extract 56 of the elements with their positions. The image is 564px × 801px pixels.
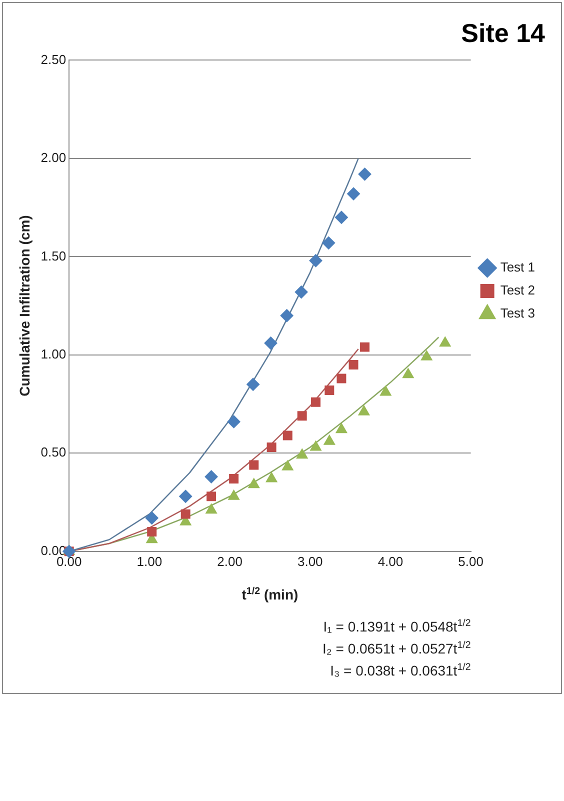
point	[229, 474, 239, 484]
point	[297, 411, 307, 421]
chart-title: Site 14	[461, 18, 546, 48]
point	[206, 492, 216, 502]
point	[147, 527, 157, 536]
point	[266, 442, 276, 452]
point	[206, 504, 218, 514]
point	[336, 423, 348, 434]
point	[227, 415, 240, 428]
y-tick-label: 2.00	[40, 150, 66, 166]
x-tick-label: 4.00	[378, 554, 404, 569]
point	[324, 386, 334, 396]
point	[204, 470, 218, 484]
x-tick-label: 2.00	[217, 554, 242, 569]
point	[420, 350, 432, 360]
point	[439, 336, 451, 347]
point	[336, 374, 346, 384]
legend-label: Test 2	[500, 282, 536, 298]
legend-label: Test 3	[500, 306, 536, 321]
x-tick-label: 1.00	[136, 554, 162, 569]
point	[324, 434, 336, 445]
point	[348, 360, 358, 370]
point	[264, 336, 278, 350]
point	[282, 460, 294, 470]
y-axis-title: Cumulative Infiltration (cm)	[16, 215, 32, 396]
y-tick-label: 2.50	[40, 52, 66, 67]
point	[282, 430, 292, 440]
point	[248, 478, 260, 488]
point	[145, 512, 158, 524]
point	[179, 490, 192, 503]
point	[310, 440, 322, 451]
point	[180, 509, 190, 519]
point	[358, 405, 370, 416]
point	[311, 397, 320, 407]
point	[249, 460, 259, 470]
point	[228, 490, 240, 500]
point	[280, 309, 294, 322]
point	[334, 210, 348, 224]
point	[246, 378, 260, 391]
x-tick-label: 5.00	[458, 554, 484, 569]
y-tick-label: 0.50	[40, 444, 66, 460]
point	[296, 448, 308, 459]
x-tick-label: 3.00	[297, 554, 323, 569]
point	[266, 472, 278, 482]
point	[360, 342, 370, 352]
point	[347, 187, 360, 200]
point	[380, 386, 392, 396]
x-tick-label: 0.00	[56, 554, 82, 569]
y-tick-label: 1.00	[40, 346, 66, 362]
legend-label: Test 1	[500, 260, 536, 275]
point	[402, 368, 414, 378]
point	[322, 236, 336, 250]
point	[309, 254, 322, 268]
point	[358, 168, 372, 181]
point	[294, 286, 308, 299]
y-tick-label: 1.50	[40, 248, 66, 264]
